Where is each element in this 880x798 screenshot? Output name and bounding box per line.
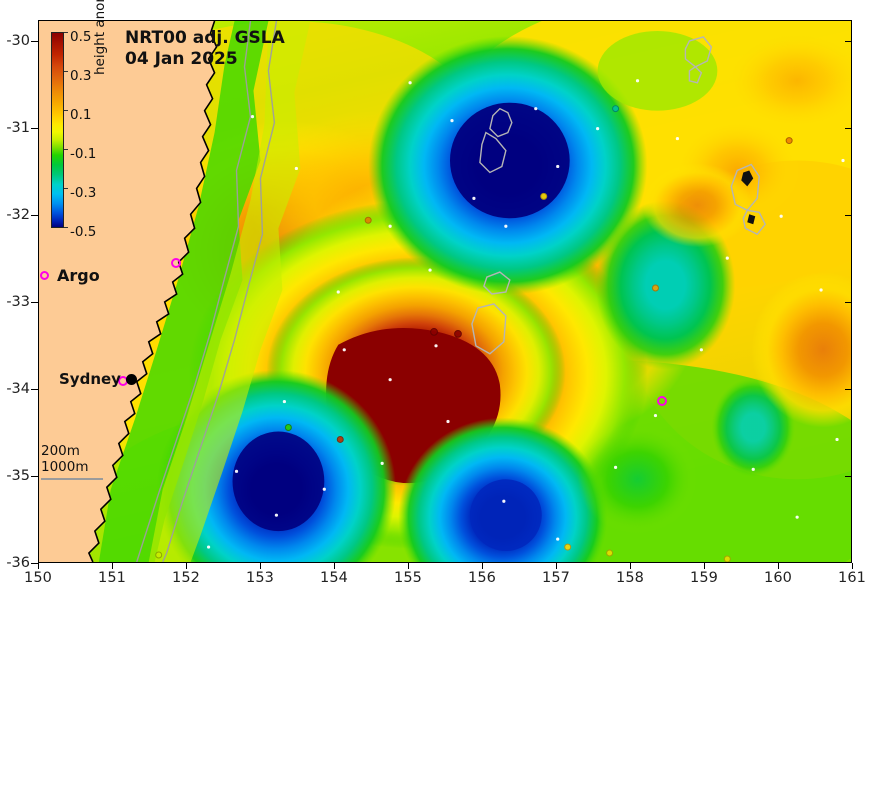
y-axis-label-3: -33 bbox=[6, 294, 30, 310]
x-axis-tick bbox=[334, 563, 335, 569]
x-axis-tick bbox=[556, 563, 557, 569]
y-axis-tick bbox=[31, 215, 38, 216]
y-axis-tick bbox=[31, 302, 38, 303]
depth-contour-rule bbox=[41, 478, 103, 480]
y-axis-label-6: -36 bbox=[6, 555, 30, 571]
argo-float-marker[interactable] bbox=[171, 258, 181, 268]
colorbar-gradient bbox=[51, 32, 64, 228]
y-axis-label-1: -31 bbox=[6, 120, 30, 136]
x-axis-tick bbox=[704, 563, 705, 569]
colorbar-label-4: -0.3 bbox=[70, 185, 97, 201]
y-axis-label-5: -35 bbox=[6, 468, 30, 484]
x-axis-label-11: 161 bbox=[838, 570, 866, 586]
x-axis-label-3: 153 bbox=[246, 570, 274, 586]
colorbar-label-2: 0.1 bbox=[70, 107, 92, 123]
depth-label-1000m: 1000m bbox=[41, 459, 89, 475]
colorbar-label-1: 0.3 bbox=[70, 68, 92, 84]
x-axis-label-8: 158 bbox=[616, 570, 644, 586]
sea-level-anomaly-field bbox=[39, 21, 851, 562]
y-axis-label-2: -32 bbox=[6, 207, 30, 223]
y-axis-tick-right bbox=[845, 41, 852, 42]
colorbar-tick bbox=[64, 149, 68, 150]
x-axis-tick bbox=[778, 563, 779, 569]
y-axis-tick bbox=[31, 563, 38, 564]
colorbar-axis-title: height anomaly (m) bbox=[92, 0, 108, 75]
argo-marker-icon bbox=[40, 271, 49, 280]
argo-legend: Argo bbox=[40, 266, 100, 285]
argo-legend-label: Argo bbox=[57, 266, 100, 285]
colorbar-tick bbox=[64, 227, 68, 228]
plot-title-line2: 04 Jan 2025 bbox=[125, 49, 238, 69]
map-plot-area[interactable] bbox=[38, 20, 852, 563]
x-axis-tick bbox=[630, 563, 631, 569]
x-axis-label-1: 151 bbox=[98, 570, 126, 586]
bathymetry-200m bbox=[136, 21, 252, 562]
depth-label-200m: 200m bbox=[41, 443, 80, 459]
city-marker-icon bbox=[125, 373, 137, 385]
x-axis-label-10: 160 bbox=[764, 570, 792, 586]
x-axis-tick bbox=[408, 563, 409, 569]
x-axis-label-4: 154 bbox=[320, 570, 348, 586]
y-axis-tick-right bbox=[845, 476, 852, 477]
colorbar-tick bbox=[64, 32, 68, 33]
plot-title-line1: NRT00 adj. GSLA bbox=[125, 28, 285, 48]
depth-contour-legend: 200m 1000m bbox=[41, 443, 103, 480]
y-axis-tick-right bbox=[845, 302, 852, 303]
x-axis-tick bbox=[186, 563, 187, 569]
y-axis-tick-right bbox=[845, 389, 852, 390]
x-axis-tick bbox=[482, 563, 483, 569]
colorbar-tick bbox=[64, 188, 68, 189]
y-axis-tick bbox=[31, 41, 38, 42]
city-label-sydney: Sydney bbox=[59, 370, 137, 388]
bathymetry-1000m bbox=[162, 21, 278, 562]
x-axis-tick bbox=[852, 563, 853, 569]
colorbar-tick bbox=[64, 71, 68, 72]
x-axis-tick bbox=[38, 563, 39, 569]
colorbar-label-5: -0.5 bbox=[70, 224, 97, 240]
y-axis-label-4: -34 bbox=[6, 381, 30, 397]
x-axis-tick bbox=[112, 563, 113, 569]
colorbar-tick bbox=[64, 110, 68, 111]
colorbar-label-0: 0.5 bbox=[70, 29, 92, 45]
y-axis-tick bbox=[31, 389, 38, 390]
x-axis-label-2: 152 bbox=[172, 570, 200, 586]
x-axis-label-6: 156 bbox=[468, 570, 496, 586]
y-axis-tick-right bbox=[845, 215, 852, 216]
colorbar-label-3: -0.1 bbox=[70, 146, 97, 162]
x-axis-label-7: 157 bbox=[542, 570, 570, 586]
x-axis-tick bbox=[260, 563, 261, 569]
y-axis-tick-right bbox=[845, 128, 852, 129]
x-axis-label-0: 150 bbox=[24, 570, 52, 586]
y-axis-label-0: -30 bbox=[6, 33, 30, 49]
city-name-text: Sydney bbox=[59, 370, 121, 388]
argo-float-marker[interactable] bbox=[657, 396, 667, 406]
gsla-map-figure: 0.5 0.3 0.1 -0.1 -0.3 -0.5 height anomal… bbox=[6, 0, 880, 798]
x-axis-label-5: 155 bbox=[394, 570, 422, 586]
plot-title: NRT00 adj. GSLA 04 Jan 2025 bbox=[125, 28, 285, 70]
y-axis-tick bbox=[31, 128, 38, 129]
y-axis-tick bbox=[31, 476, 38, 477]
x-axis-label-9: 159 bbox=[690, 570, 718, 586]
